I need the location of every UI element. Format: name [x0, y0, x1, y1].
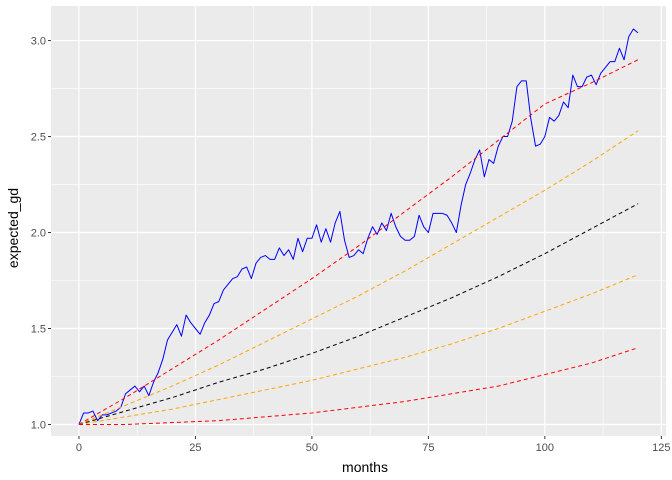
y-tick-label: 3.0 — [31, 36, 46, 48]
series-line-5 — [78, 274, 639, 425]
series-line-4 — [78, 203, 639, 425]
x-tick-label: 25 — [189, 442, 201, 454]
y-tick-label: 1.5 — [31, 324, 46, 336]
series-layer — [78, 28, 639, 425]
series-line-2 — [78, 59, 639, 425]
series-line-6 — [78, 347, 639, 425]
series-line-3 — [78, 130, 639, 425]
axis-ticks — [48, 40, 662, 439]
x-tick-label: 0 — [76, 442, 82, 454]
panel-background — [51, 6, 666, 436]
y-tick-label: 1.0 — [31, 419, 46, 431]
x-tick-label: 100 — [536, 442, 554, 454]
x-axis-title: months — [342, 459, 388, 475]
minor-gridlines — [51, 6, 666, 436]
major-gridlines — [51, 6, 666, 436]
y-tick-label: 2.5 — [31, 132, 46, 144]
series-line-1 — [78, 28, 639, 425]
y-tick-label: 2.0 — [31, 228, 46, 240]
tick-labels: 0 25 50 75 100 125 1.0 1.5 2.0 2.5 3.0 — [31, 36, 671, 454]
x-tick-label: 75 — [422, 442, 434, 454]
x-tick-label: 125 — [652, 442, 670, 454]
y-axis-title: expected_gd — [5, 188, 21, 268]
x-tick-label: 50 — [306, 442, 318, 454]
